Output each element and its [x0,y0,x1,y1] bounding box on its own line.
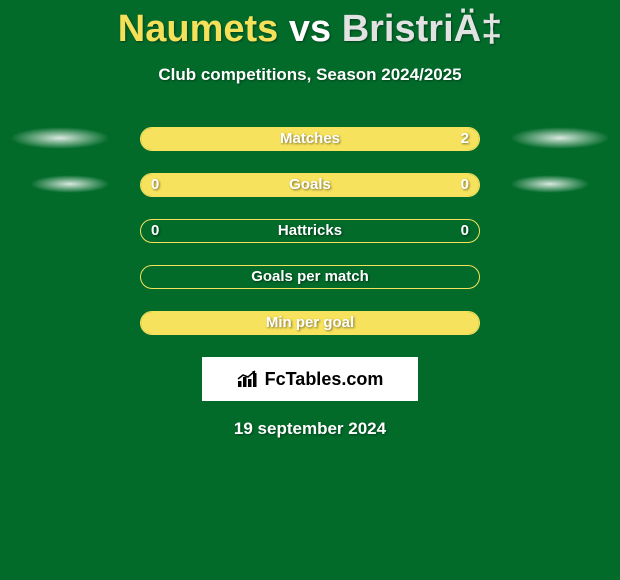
stat-label: Goals [141,174,479,196]
stat-bar: Min per goal [140,311,480,335]
date-text: 19 september 2024 [0,419,620,439]
stat-rows: 2Matches 00Goals 00Hattricks Goals per matc… [0,127,620,335]
stat-row: Min per goal [0,311,620,335]
title: Naumets vs BristriÄ‡ [0,0,620,51]
stat-bar: 00Hattricks [140,219,480,243]
shadow-ellipse [10,127,110,149]
player2-name: BristriÄ‡ [342,8,503,50]
stat-bar: Goals per match [140,265,480,289]
vs-text: vs [289,8,331,50]
brand-box: FcTables.com [202,357,418,401]
stat-bar: 2Matches [140,127,480,151]
brand-text: FcTables.com [265,369,384,390]
stat-row: 00Hattricks [0,219,620,243]
comparison-widget: Naumets vs BristriÄ‡ Club competitions, … [0,0,620,580]
stat-bar: 00Goals [140,173,480,197]
subtitle: Club competitions, Season 2024/2025 [0,65,620,85]
player1-name: Naumets [118,8,279,50]
stat-label: Matches [141,128,479,150]
shadow-ellipse [510,127,610,149]
stat-row: 00Goals [0,173,620,197]
brand-chart-icon [237,370,259,388]
stat-row: 2Matches [0,127,620,151]
stat-label: Min per goal [141,312,479,334]
stat-label: Hattricks [141,220,479,242]
stat-row: Goals per match [0,265,620,289]
shadow-ellipse [30,175,110,193]
stat-label: Goals per match [141,266,479,288]
shadow-ellipse [510,175,590,193]
